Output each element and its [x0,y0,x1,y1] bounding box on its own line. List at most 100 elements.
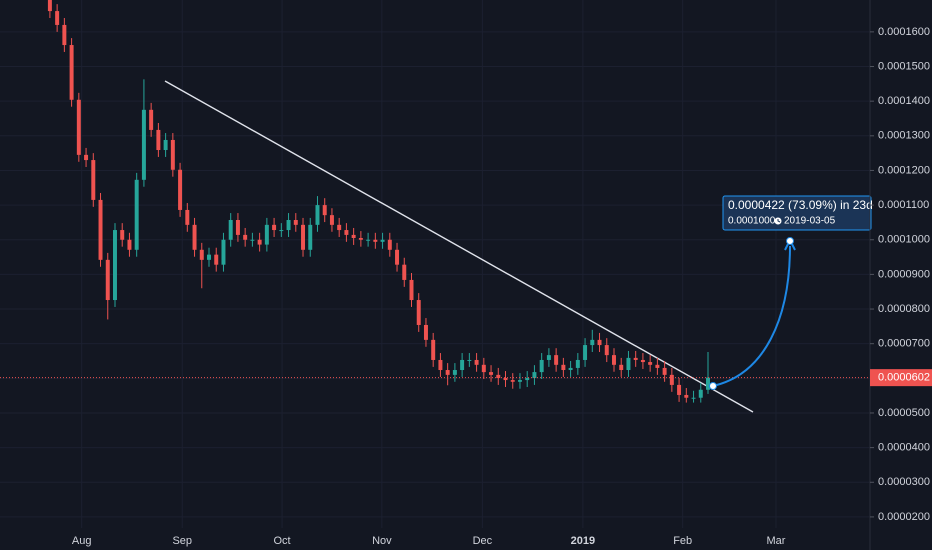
candle-body [329,215,334,225]
candle-body [496,374,501,378]
candle-body [583,345,588,360]
candle-body [243,234,248,240]
projection-target: 0.0001000 [728,216,776,227]
y-tick-label: 0.0000900 [878,268,930,280]
candle-body [575,359,580,368]
candle-body [84,154,89,161]
candle-body [76,99,81,155]
projection-date: 2019-03-05 [784,216,836,227]
candle-body [192,224,197,250]
candle-body [315,205,320,225]
candle-body [308,224,313,250]
y-tick-label: 0.0000200 [878,511,930,523]
candle-body [351,234,356,239]
candle-body [604,345,609,356]
candle-body [373,239,378,242]
candle-body [55,11,60,25]
candle-body [662,367,667,375]
candle-body [612,355,616,365]
candle-body [510,380,515,382]
candle-body [517,380,522,382]
candle-body [279,230,284,232]
candle-body [402,264,407,280]
candle-body [47,0,52,12]
candle-body [554,355,559,365]
projection-start [709,382,717,390]
candle-body [105,259,110,301]
y-tick-label: 0.0001500 [878,60,930,72]
candle-body [706,377,710,390]
candle-body [272,224,277,231]
candle-body [691,397,696,399]
candle-body [619,364,624,371]
candle-body [677,384,682,395]
candle-body [698,389,703,398]
y-tick-label: 0.0001300 [878,130,930,142]
candle-body [423,324,428,340]
candle-body [134,179,139,250]
candle-body [149,109,154,130]
x-tick-label: Aug [72,535,92,547]
candle-body [445,370,450,375]
candle-body [387,239,392,250]
y-tick-label: 0.0000700 [878,338,930,350]
candle-body [185,209,190,225]
y-tick-label: 0.0001000 [878,234,930,246]
last-price-label: 0.0000602 [878,372,930,384]
x-tick-label: Oct [273,535,290,547]
x-tick-label: Feb [673,535,692,547]
candle-body [380,239,385,242]
candle-body [409,279,414,301]
candle-body [467,359,472,361]
trend-line [164,80,754,413]
candle-body [214,254,219,265]
x-tick-label: 2019 [571,535,595,547]
y-tick-label: 0.0000800 [878,303,930,315]
projection-arrow [712,245,791,387]
candle-body [648,362,653,365]
candle-body [322,205,327,216]
candle-body [178,169,183,210]
projection-end [786,237,794,245]
candle-body [640,359,645,363]
candle-body [250,239,255,241]
candle-body [344,230,349,235]
candle-body [532,372,537,378]
candle-body [127,239,132,250]
candle-body [525,377,530,381]
x-tick-label: Nov [372,535,392,547]
candle-body [489,372,494,375]
last-price-tag [870,369,932,387]
candle-body [199,249,204,260]
candle-body [438,359,443,371]
candle-body [431,339,436,360]
candle-body [460,359,465,371]
candle-body [221,239,226,265]
candle-body [293,220,298,225]
candle-body [416,300,421,325]
candle-body [597,339,602,346]
x-tick-label: Mar [767,535,786,547]
candle-body [655,364,660,368]
candle-body [170,139,175,170]
candle-body [669,374,674,385]
candle-body [684,394,689,398]
projection-change: 0.0000422 (73.09%) in 23d [728,198,873,212]
y-tick-label: 0.0001400 [878,95,930,107]
candle-body [112,230,117,301]
candle-body [91,160,96,200]
y-tick-label: 0.0000300 [878,476,930,488]
candle-body [69,45,74,100]
projection-box [722,195,872,231]
y-tick-label: 0.0000400 [878,442,930,454]
candle-body [503,377,508,381]
candle-body [228,220,233,240]
candle-body [366,239,371,241]
clock-hand [777,219,781,223]
candle-body [474,359,479,365]
candle-body [561,364,566,371]
candle-body [626,357,631,371]
